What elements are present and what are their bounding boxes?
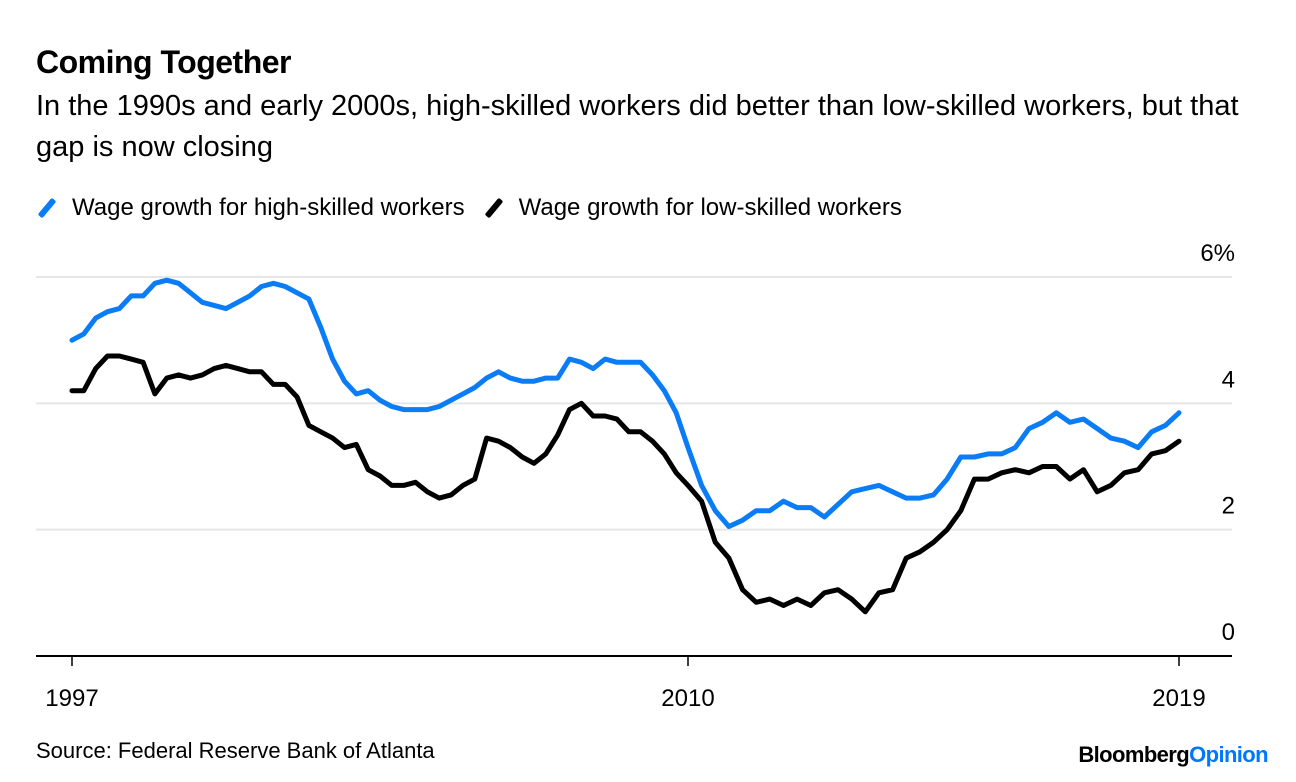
- x-tick-label: 2010: [661, 685, 714, 712]
- legend-item-high-skilled: Wage growth for high-skilled workers: [36, 194, 465, 222]
- x-tick-label: 2019: [1152, 685, 1205, 712]
- logo-brand: Bloomberg: [1078, 742, 1190, 767]
- legend: Wage growth for high-skilled workers Wag…: [36, 194, 920, 222]
- series-line-low-skilled: [69, 353, 1182, 615]
- legend-item-low-skilled: Wage growth for low-skilled workers: [483, 194, 902, 222]
- logo-section: Opinion: [1189, 742, 1269, 767]
- y-tick-label: 0: [1222, 619, 1235, 646]
- y-tick-label: 4: [1222, 366, 1235, 393]
- chart-subtitle: In the 1990s and early 2000s, high-skill…: [36, 90, 1239, 163]
- x-tick-label: 1997: [45, 685, 98, 712]
- y-tick-label: 6%: [1200, 240, 1235, 267]
- y-tick-label: 2: [1222, 493, 1235, 520]
- bloomberg-opinion-logo: BloombergOpinion: [1078, 742, 1268, 768]
- chart-title: Coming Together: [36, 44, 292, 80]
- series-line-high-skilled: [69, 277, 1182, 529]
- source-note: Source: Federal Reserve Bank of Atlanta: [36, 738, 435, 763]
- legend-label-high-skilled: Wage growth for high-skilled workers: [72, 194, 465, 221]
- legend-label-low-skilled: Wage growth for low-skilled workers: [518, 194, 902, 221]
